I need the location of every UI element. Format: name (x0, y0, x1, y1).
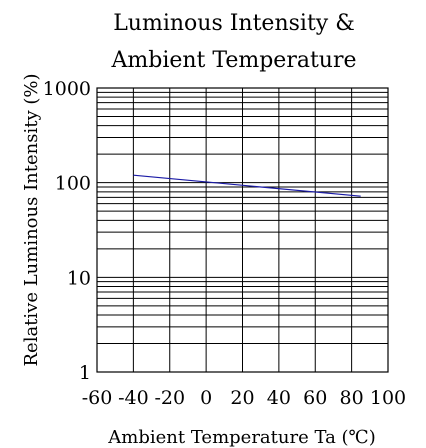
y-tick-labels: 1 10 100 1000 (43, 78, 91, 384)
x-tick-label: -60 (82, 387, 113, 409)
x-tick-label: -40 (118, 387, 149, 409)
x-tick-label: 60 (303, 387, 327, 409)
y-axis-title: Relative Luminous Intensity (%) (21, 73, 42, 366)
x-tick-label: -20 (154, 387, 185, 409)
x-tick-label: 20 (230, 387, 254, 409)
y-tick-label: 1 (79, 362, 91, 384)
y-tick-label: 1000 (43, 78, 91, 100)
y-tick-label: 100 (55, 173, 91, 195)
chart-title-line-1: Luminous Intensity & (113, 11, 355, 36)
x-tick-label: 40 (267, 387, 291, 409)
grid (96, 87, 389, 373)
y-tick-label: 10 (67, 267, 91, 289)
series-line (133, 174, 361, 197)
chart-title-line-2: Ambient Temperature (110, 48, 356, 73)
x-tick-label: 0 (200, 387, 212, 409)
x-tick-labels: -60 -40 -20 0 20 40 60 80 100 (82, 387, 406, 409)
series (133, 174, 361, 197)
x-tick-label: 80 (340, 387, 364, 409)
x-tick-label: 100 (370, 387, 406, 409)
x-axis-title: Ambient Temperature Ta (℃) (107, 427, 375, 448)
